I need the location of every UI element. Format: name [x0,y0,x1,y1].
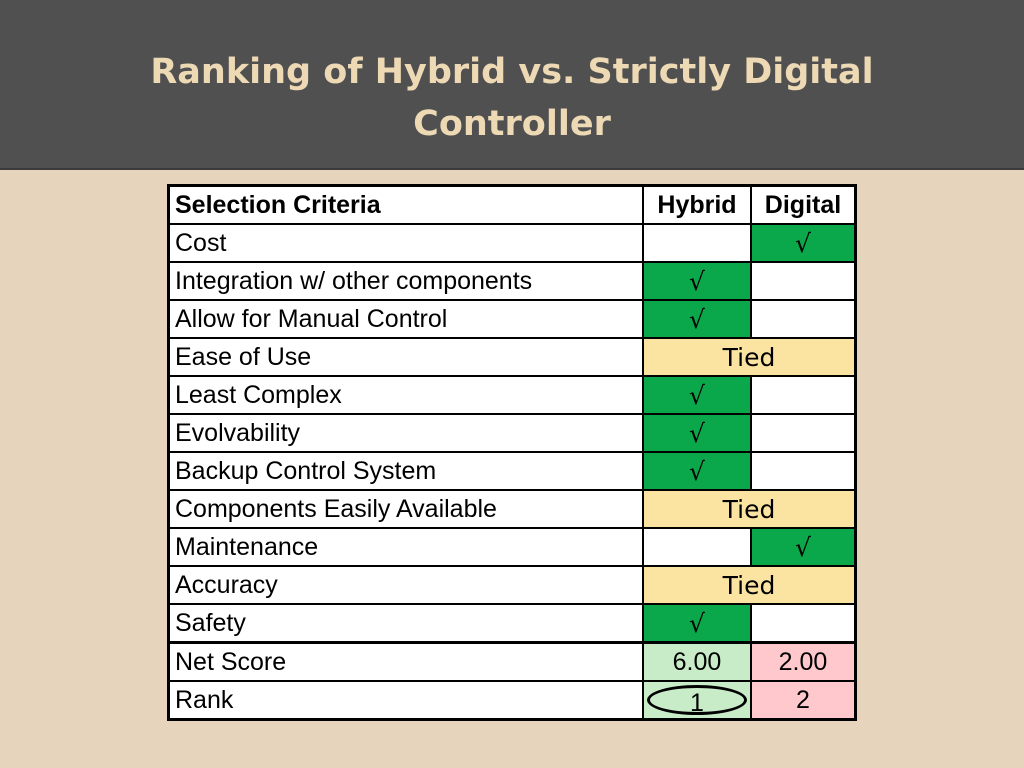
header-selection-criteria: Selection Criteria [167,184,644,225]
tied-cell: Tied [642,565,857,605]
rank-label: Rank [167,680,644,721]
table-header-row: Selection Criteria Hybrid Digital [167,184,857,225]
table-row: Accuracy Tied [167,565,857,605]
table-row: Components Easily Available Tied [167,489,857,529]
rank-hybrid-circled: 1 [647,685,747,717]
criterion-label: Ease of Use [167,337,644,377]
selection-criteria-table: Selection Criteria Hybrid Digital Cost √ I… [167,184,857,721]
digital-empty-cell [750,299,857,339]
criterion-label: Maintenance [167,527,644,567]
table-row: Safety √ [167,603,857,644]
header-digital: Digital [750,184,857,225]
criterion-label: Allow for Manual Control [167,299,644,339]
hybrid-check-cell: √ [642,603,752,644]
header-hybrid: Hybrid [642,184,752,225]
net-score-label: Net Score [167,641,644,682]
slide-title-line-1: Ranking of Hybrid vs. Strictly Digital [150,52,874,92]
criterion-label: Safety [167,603,644,644]
title-bar: Ranking of Hybrid vs. Strictly Digital C… [0,0,1024,170]
criterion-label: Accuracy [167,565,644,605]
hybrid-check-cell: √ [642,261,752,301]
digital-empty-cell [750,603,857,644]
table-row: Evolvability √ [167,413,857,453]
criterion-label: Integration w/ other components [167,261,644,301]
criterion-label: Backup Control System [167,451,644,491]
digital-empty-cell [750,375,857,415]
hybrid-empty-cell [642,527,752,567]
tied-cell: Tied [642,489,857,529]
net-score-row: Net Score 6.00 2.00 [167,641,857,682]
hybrid-check-cell: √ [642,451,752,491]
criterion-label: Evolvability [167,413,644,453]
table-row: Integration w/ other components √ [167,261,857,301]
digital-check-cell: √ [750,223,857,263]
digital-check-cell: √ [750,527,857,567]
criterion-label: Cost [167,223,644,263]
hybrid-check-cell: √ [642,375,752,415]
table-row: Allow for Manual Control √ [167,299,857,339]
rank-digital: 2 [750,680,857,721]
table-row: Ease of Use Tied [167,337,857,377]
table-body: Selection Criteria Hybrid Digital Cost √ I… [167,184,857,721]
criterion-label: Least Complex [167,375,644,415]
digital-empty-cell [750,413,857,453]
slide-title-line-2: Controller [413,104,611,144]
net-score-hybrid: 6.00 [642,641,752,682]
digital-empty-cell [750,261,857,301]
table-row: Cost √ [167,223,857,263]
rank-hybrid-cell: 1 [642,680,752,721]
hybrid-check-cell: √ [642,299,752,339]
criterion-label: Components Easily Available [167,489,644,529]
table-row: Maintenance √ [167,527,857,567]
rank-row: Rank 1 2 [167,680,857,721]
digital-empty-cell [750,451,857,491]
tied-cell: Tied [642,337,857,377]
hybrid-check-cell: √ [642,413,752,453]
net-score-digital: 2.00 [750,641,857,682]
table-row: Least Complex √ [167,375,857,415]
table-row: Backup Control System √ [167,451,857,491]
hybrid-empty-cell [642,223,752,263]
slide-title: Ranking of Hybrid vs. Strictly Digital C… [0,46,1024,150]
